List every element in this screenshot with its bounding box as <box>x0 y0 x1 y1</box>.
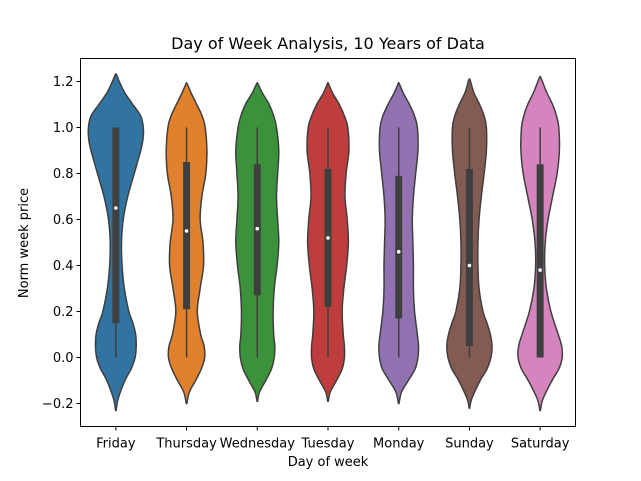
x-tick-label: Wednesday <box>220 437 296 452</box>
x-tick-label: Saturday <box>511 437 570 452</box>
x-tick-label: Friday <box>96 437 136 452</box>
median-point-friday <box>114 206 118 210</box>
iqr-box-sunday <box>465 168 473 346</box>
iqr-box-friday <box>112 127 120 323</box>
median-point-wednesday <box>255 226 260 231</box>
y-tick-label: 0.0 <box>53 351 74 366</box>
x-axis: Friday Thursday Wednesday Tuesday Monday Sund… <box>96 426 570 452</box>
median-point-tuesday <box>326 236 330 240</box>
y-tick-label: 0.2 <box>53 305 74 320</box>
iqr-box-thursday <box>183 162 191 310</box>
y-tick-label: 0.4 <box>53 259 74 274</box>
x-tick-label: Tuesday <box>301 437 355 452</box>
median-point-thursday <box>184 229 189 233</box>
median-point-sunday <box>467 263 472 268</box>
y-axis-label: Norm week price <box>17 188 32 298</box>
plot-frame <box>80 58 576 427</box>
x-tick-label: Sunday <box>445 437 494 452</box>
y-axis: −0.2 0.0 0.2 0.4 0.6 0.8 1.0 1.2 <box>42 75 81 412</box>
median-point-saturday <box>538 268 542 272</box>
y-tick-label: 1.0 <box>53 121 74 136</box>
iqr-box-saturday <box>536 164 544 358</box>
x-axis-label: Day of week <box>288 455 369 470</box>
y-tick-label: −0.2 <box>42 397 74 412</box>
chart-title: Day of Week Analysis, 10 Years of Data <box>171 34 485 53</box>
x-tick-label: Thursday <box>155 437 217 452</box>
iqr-box-monday <box>395 175 403 319</box>
y-tick-label: 0.6 <box>53 213 74 228</box>
y-tick-label: 1.2 <box>53 75 74 90</box>
x-tick-label: Monday <box>373 437 425 452</box>
y-tick-label: 0.8 <box>53 167 74 182</box>
median-point-monday <box>396 249 401 254</box>
boxes-group <box>112 127 544 358</box>
